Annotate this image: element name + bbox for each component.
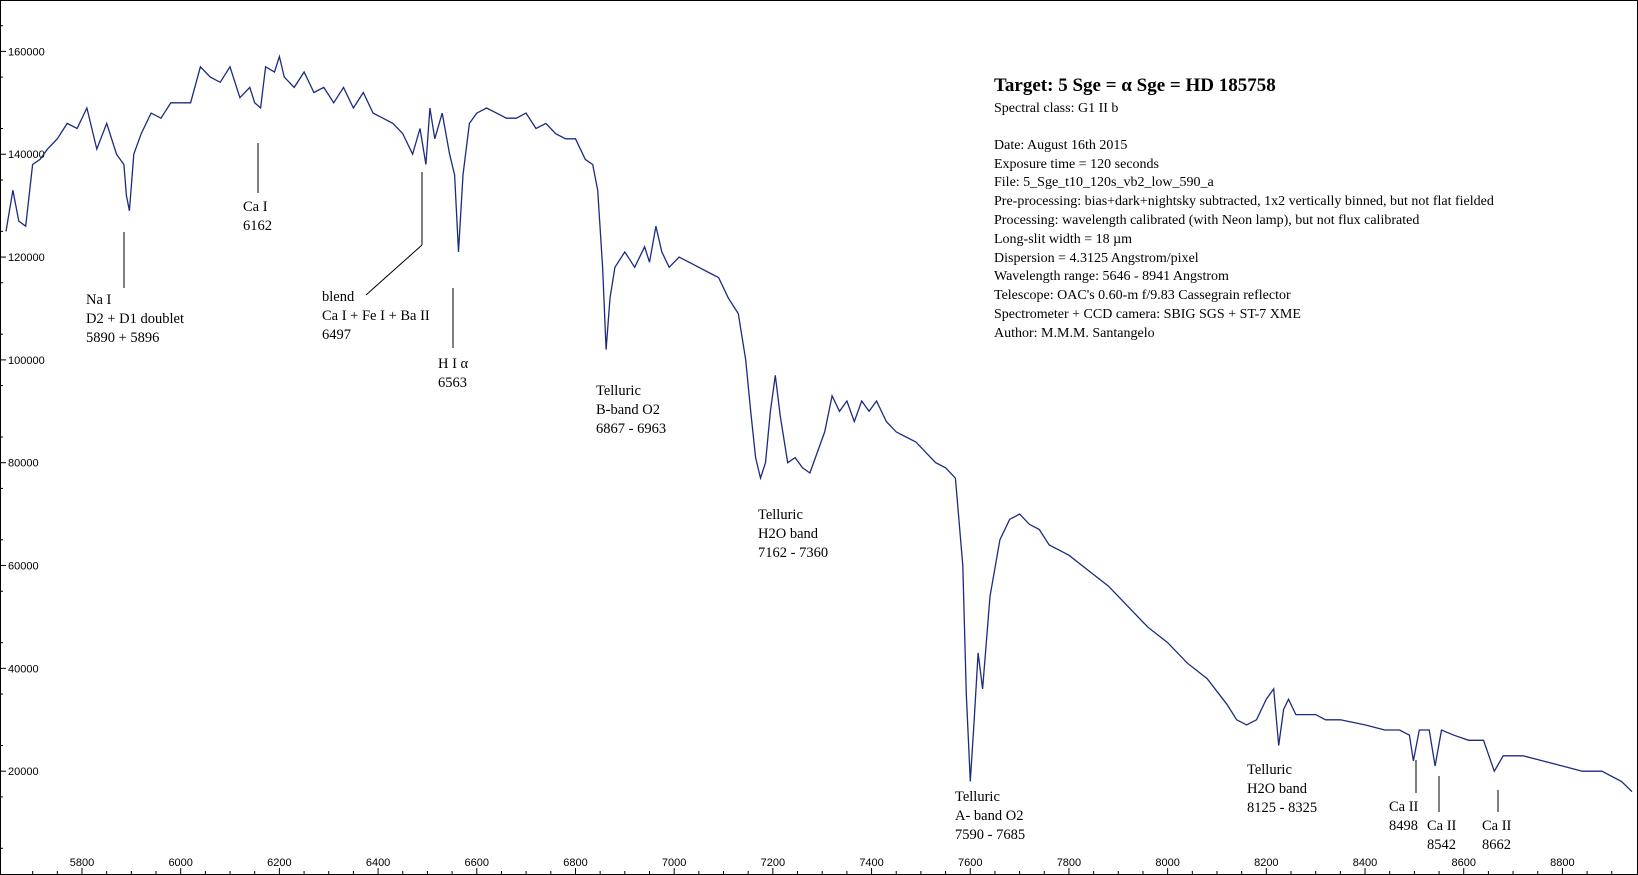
annotation-line: 6497 — [322, 327, 351, 343]
annotation-line: 5890 + 5896 — [86, 330, 160, 346]
y-tick-label: 160000 — [8, 46, 45, 58]
annotation-markers — [123, 143, 1499, 812]
annotation-line: 7590 - 7685 — [955, 827, 1026, 843]
annotation-line: Telluric — [758, 507, 803, 523]
annotation-line: 6563 — [438, 375, 467, 391]
y-tick-label: 40000 — [8, 663, 39, 675]
target-title: Target: 5 Sge = α Sge = HD 185758 — [994, 75, 1276, 96]
annotation-telluric-a-band: Telluric A- band O2 7590 - 7685 — [955, 788, 1025, 845]
annotation-h-alpha: H I α 6563 — [438, 355, 468, 393]
annotation-line: 7162 - 7360 — [758, 545, 829, 561]
annotation-na-i: Na I D2 + D1 doublet 5890 + 5896 — [86, 291, 184, 348]
y-tick-label: 20000 — [8, 766, 39, 778]
x-tick-label: 6000 — [168, 857, 192, 869]
info-line: Wavelength range: 5646 - 8941 Angstrom — [994, 269, 1229, 285]
annotation-line: H2O band — [1247, 781, 1308, 797]
x-tick-label: 6200 — [267, 857, 291, 869]
x-tick-label: 8000 — [1155, 857, 1179, 869]
y-tick-label: 60000 — [8, 561, 39, 573]
info-line: Date: August 16th 2015 — [994, 137, 1128, 153]
info-panel: Target: 5 Sge = α Sge = HD 185758 Spectr… — [994, 74, 1494, 344]
annotation-line: Ca I + Fe I + Ba II — [322, 308, 430, 324]
info-line: Author: M.M.M. Santangelo — [994, 325, 1155, 341]
info-line: Spectrometer + CCD camera: SBIG SGS + ST… — [994, 306, 1301, 322]
annotation-pointer — [365, 244, 423, 296]
x-tick-label: 8800 — [1550, 857, 1574, 869]
info-line: Exposure time = 120 seconds — [994, 156, 1159, 172]
annotation-line: B-band O2 — [596, 402, 661, 418]
annotation-line: 8542 — [1427, 837, 1456, 853]
spectral-class: Spectral class: G1 II b — [994, 101, 1119, 116]
annotation-telluric-b-band: Telluric B-band O2 6867 - 6963 — [596, 382, 666, 439]
annotation-line: blend — [322, 289, 355, 305]
info-line: Dispersion = 4.3125 Angstrom/pixel — [994, 250, 1199, 266]
annotation-line: Ca II — [1389, 799, 1419, 815]
annotation-line: Ca II — [1427, 818, 1457, 834]
annotation-line: 8662 — [1482, 837, 1511, 853]
info-line: Pre-processing: bias+dark+nightsky subtr… — [994, 194, 1494, 210]
annotation-line: Ca I — [243, 199, 268, 215]
info-line: File: 5_Sge_t10_120s_vb2_low_590_a — [994, 175, 1214, 191]
annotation-line: 8498 — [1389, 818, 1418, 834]
annotation-blend: blend Ca I + Fe I + Ba II 6497 — [322, 288, 430, 345]
annotation-line: Telluric — [955, 789, 1000, 805]
annotation-line: Telluric — [596, 383, 641, 399]
annotation-line: Ca II — [1482, 818, 1512, 834]
annotation-line: D2 + D1 doublet — [86, 311, 184, 327]
annotation-ca-ii-8542: Ca II 8542 — [1427, 817, 1456, 855]
annotation-line: 8125 - 8325 — [1247, 800, 1318, 816]
x-tick-label: 6800 — [563, 857, 587, 869]
annotation-ca-i: Ca I 6162 — [243, 198, 272, 236]
x-tick-label: 8200 — [1254, 857, 1278, 869]
annotation-line: H I α — [438, 356, 469, 372]
x-tick-label: 8600 — [1451, 857, 1475, 869]
y-tick-label: 140000 — [8, 149, 45, 161]
x-tick-label: 7400 — [859, 857, 883, 869]
y-tick-label: 120000 — [8, 252, 45, 264]
annotation-line: Na I — [86, 292, 112, 308]
y-tick-label: 80000 — [8, 458, 39, 470]
annotation-line: 6867 - 6963 — [596, 421, 667, 437]
annotation-ca-ii-8498: Ca II 8498 — [1389, 798, 1418, 836]
x-tick-label: 6400 — [366, 857, 390, 869]
y-tick-label: 100000 — [8, 355, 45, 367]
spectrum-line — [5, 54, 1633, 793]
annotation-telluric-h2o-1: Telluric H2O band 7162 - 7360 — [758, 506, 828, 563]
x-tick-label: 8400 — [1353, 857, 1377, 869]
info-line: Processing: wavelength calibrated (with … — [994, 212, 1420, 228]
x-tick-label: 7800 — [1057, 857, 1081, 869]
annotation-line: H2O band — [758, 526, 819, 542]
annotation-line: 6162 — [243, 218, 272, 234]
x-tick-label: 7600 — [958, 857, 982, 869]
annotation-line: A- band O2 — [955, 808, 1024, 824]
x-tick-label: 7200 — [761, 857, 785, 869]
annotation-line: Telluric — [1247, 762, 1292, 778]
annotation-telluric-h2o-2: Telluric H2O band 8125 - 8325 — [1247, 761, 1317, 818]
x-tick-label: 5800 — [70, 857, 94, 869]
info-line: Telescope: OAC's 0.60-m f/9.83 Cassegrai… — [994, 288, 1291, 304]
x-tick-label: 7000 — [662, 857, 686, 869]
info-line: Long-slit width = 18 µm — [994, 231, 1133, 247]
x-tick-label: 6600 — [465, 857, 489, 869]
axes: 20000 40000 60000 80000 100000 120000 140000 16… — [0, 25, 1613, 874]
annotation-ca-ii-8662: Ca II 8662 — [1482, 817, 1511, 855]
